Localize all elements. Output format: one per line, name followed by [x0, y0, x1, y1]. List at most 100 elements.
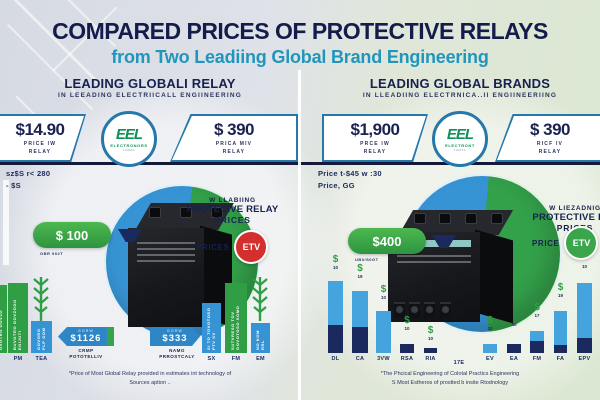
dollar-icon: 10	[581, 264, 587, 269]
relay-device	[388, 210, 516, 324]
headline-line2: PROTECIVE RELAY	[186, 204, 279, 215]
bar-epv	[577, 283, 592, 353]
bar-fm: SUTVRESO TOV GOVOTOSO SOMO	[225, 283, 247, 353]
panel-subtitle: IN LEEADING ELECTRIICALL ENGIINEERING	[57, 92, 243, 99]
price-box-left: $1,900 PRCE IW RELAY	[322, 114, 428, 162]
panel-right: LEADING GLOBAL BRANDS IN LLEADIING ELECT…	[300, 0, 600, 400]
bar-label: TEA	[35, 356, 48, 362]
price-pill-sub: UB0/S0GT	[355, 257, 379, 262]
price-label: RICF IV RELAY	[537, 141, 563, 156]
prices-badge-row: PRICES ETV	[196, 230, 269, 264]
etv-badge: ETV	[564, 226, 599, 260]
note-line1: sz$S r< 280	[6, 169, 51, 178]
price-label-line2: RELAY	[363, 148, 387, 155]
bar-label: PM	[13, 356, 23, 362]
wheat-icon	[252, 277, 268, 321]
bar-label: CA	[355, 356, 365, 362]
bar-fa	[554, 311, 567, 353]
wheat-icon	[33, 277, 49, 321]
price-box-right: $ 390 PRICA MIV RELAY	[170, 114, 298, 162]
price-label-line1: PRICE IW	[23, 141, 57, 147]
page-subtitle: from Two Leadiing Global Brand Engineeri…	[111, 47, 489, 67]
headline-line1: W LIEZADNIG	[549, 205, 600, 212]
bar-ev	[483, 344, 497, 353]
relay-terminals	[413, 213, 504, 225]
price-label-line1: PRCE IW	[360, 141, 390, 147]
page-title: COMPARED PRICES OF PROTECTIVE RELAYS	[52, 18, 548, 44]
bar-tea: GOVORO PLP GOM	[31, 321, 52, 353]
dollar-icon: $10	[487, 315, 493, 331]
dollar-icon: $19	[557, 282, 564, 298]
bar-label: EA	[509, 356, 519, 362]
relay-terminals	[149, 206, 224, 218]
bar-label: EM	[256, 356, 265, 362]
bar-clipped: OVOTRO GOVZO	[0, 285, 7, 353]
brand-line2: LIMMA	[122, 147, 135, 152]
brand-name: EEL	[446, 125, 474, 143]
panel-footnote: *The Phcical Engineering of Colotal Prac…	[380, 371, 520, 386]
bar-sx: SI TO TOVOTOSO PTV SV	[202, 303, 221, 353]
bar-label: FA	[556, 356, 565, 362]
price-pill: $400	[348, 228, 426, 254]
panel-left: LEADING GLOBALI RELAY IN LEEADING ELECTR…	[0, 76, 300, 386]
bar-label: EV	[486, 356, 494, 362]
panel-divider	[298, 70, 301, 400]
relay-label-lines	[128, 228, 204, 263]
brand-line2: TAMTA	[453, 147, 467, 152]
price-label-line2: RELAY	[538, 148, 562, 155]
bar-fm	[530, 331, 544, 353]
brand-line1: ELECTRONT	[445, 142, 475, 148]
panel-subtitle: IN LLEADIING ELECTRNICA..II ENGIINEERIIN…	[362, 92, 558, 99]
etv-badge: ETV	[234, 230, 269, 264]
bar-label: 3VW	[377, 356, 390, 362]
price-box-right: $ 390 RICF IV RELAY	[495, 114, 600, 162]
bar-ria	[424, 348, 437, 353]
bar-label: EPV	[578, 356, 591, 362]
price-label-line2: RELAY	[28, 148, 52, 155]
panel-header: LEADING GLOBAL BRANDS IN LLEADIING ELECT…	[310, 76, 600, 99]
price-box-face: $14.90 PRICE IW RELAY	[0, 116, 84, 160]
price-ribbon: GORW $1126	[58, 327, 114, 346]
dollar-icon: 4o	[511, 322, 517, 327]
price-box-left: $14.90 PRICE IW RELAY	[0, 114, 86, 162]
bar-label: RIA	[425, 356, 436, 362]
note-line2: - $S	[6, 181, 21, 190]
price-notes: Price t-$45 w :30 Price, GG	[318, 168, 382, 192]
bar-ea	[507, 344, 521, 353]
bar-3vw	[376, 311, 391, 353]
dollar-icon: $17	[534, 302, 540, 318]
price-label: PRICA MIV RELAY	[216, 141, 252, 156]
down-arrow-icon	[432, 235, 456, 248]
price-label-line2: RELAY	[222, 148, 246, 155]
price-pill-sub: OBR 902T	[40, 251, 64, 256]
price-box-face: $ 390 RICF IV RELAY	[497, 116, 600, 160]
relay-terminal-row	[393, 302, 451, 319]
relay-side-face	[475, 229, 514, 324]
left-edge-strip	[3, 180, 9, 265]
bar-label: 17E	[453, 360, 465, 366]
brand-line1: ELECTRONORS	[110, 142, 148, 148]
relay-front-face	[128, 227, 205, 327]
bar-label: RSA	[400, 356, 414, 362]
price-label: PRCE IW RELAY	[360, 141, 390, 156]
price-label: PRICE IW RELAY	[24, 141, 56, 156]
headline-line1: W LLABIING	[209, 197, 256, 204]
price-value: $1,900	[350, 120, 401, 139]
prices-label: PRICES	[196, 242, 230, 252]
brand-name: EEL	[115, 125, 143, 143]
bar-label: DL	[331, 356, 340, 362]
panel-title: LEADING GLOBAL BRANDS	[369, 76, 551, 91]
price-label-line1: PRICA MIV	[215, 141, 253, 147]
ribbon-caption: NAMO PRROSTCALY	[159, 348, 195, 360]
price-value: $ 390	[213, 120, 255, 139]
title-block: COMPARED PRICES OF PROTECTIVE RELAYS fro…	[0, 18, 600, 68]
headline-line3: PRICES	[214, 215, 251, 226]
relay-display	[397, 240, 472, 248]
panel-header: LEADING GLOBALI RELAY IN LEEADING ELECTR…	[0, 76, 300, 99]
dollar-icon: $10	[380, 284, 387, 300]
ribbon-tip	[107, 327, 114, 346]
relay-label-lines	[388, 249, 480, 264]
relay-front-face	[388, 232, 481, 322]
dollar-icon: $10	[332, 254, 339, 270]
price-value: $14.90	[15, 120, 66, 139]
